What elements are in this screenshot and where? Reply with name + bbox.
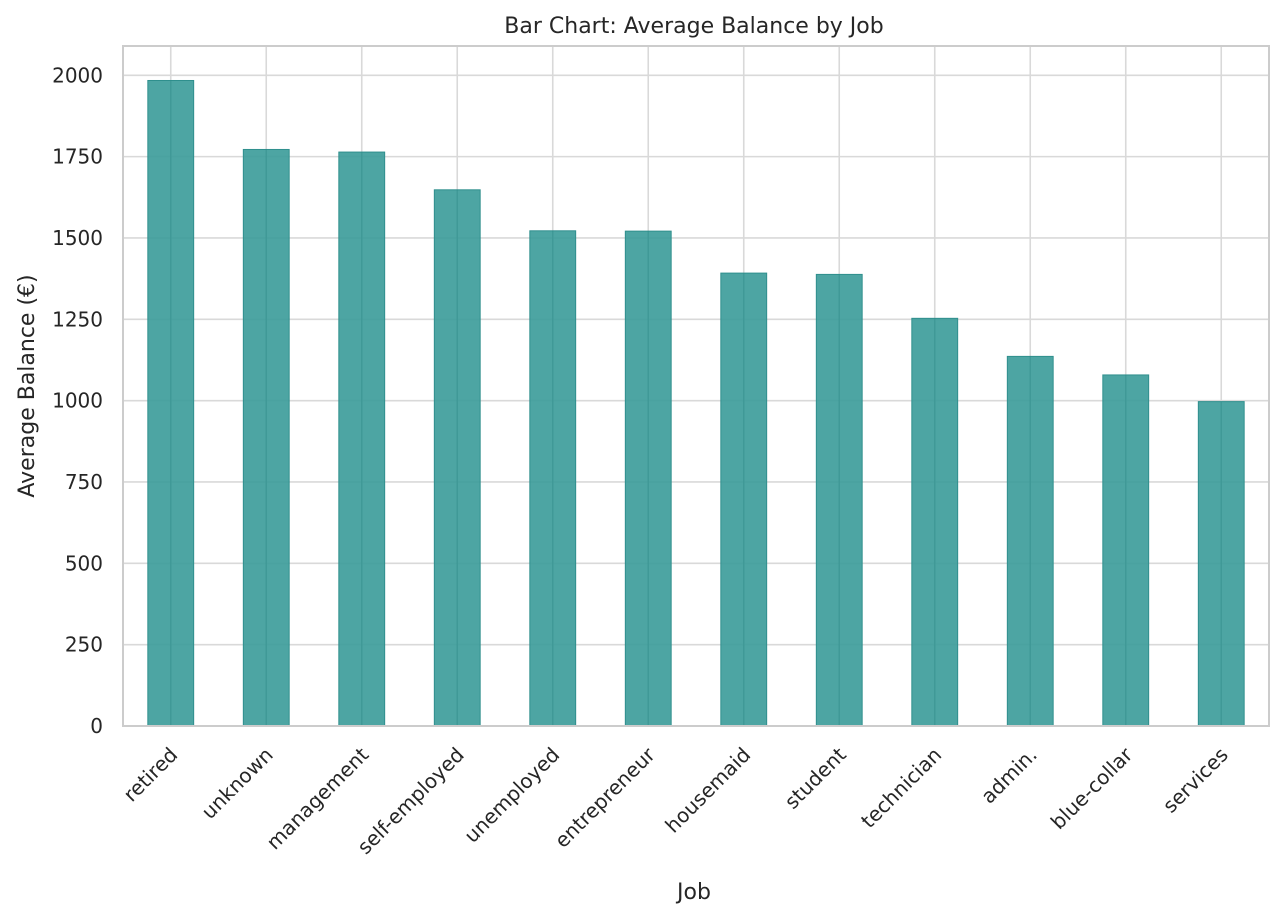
bar-entrepreneur [624,230,672,727]
y-axis-title: Average Balance (€) [15,274,40,497]
x-axis-title: Job [675,880,711,905]
bar-services [1197,401,1245,727]
bar-housemaid [720,272,768,727]
x-tick-label: blue-collar [1046,742,1138,834]
bar-blue-collar [1102,374,1150,727]
x-tick-label: technician [856,743,946,833]
x-tick-label: unknown [197,743,278,824]
x-tick-label: housemaid [660,743,755,838]
plot-frame [122,45,1270,727]
y-tick-label: 0 [90,714,103,738]
y-tick-label: 750 [65,470,103,494]
bar-retired [147,79,195,727]
y-tick-label: 1250 [52,307,103,331]
x-tick-label: services [1158,743,1233,818]
bar-admin [1006,355,1054,727]
y-tick-label: 1750 [52,145,103,169]
y-tick-label: 2000 [52,63,103,87]
bar-unemployed [529,230,577,727]
x-tick-label: retired [118,743,182,807]
chart-title: Bar Chart: Average Balance by Job [504,14,883,39]
y-tick-labels: 0 250 500 750 1000 1250 1500 1750 2000 [52,63,103,738]
bar-management [338,151,386,727]
x-tick-labels: retired unknownmanagementself-employedune… [118,742,1232,859]
bar-technician [911,317,959,727]
bar-student [815,273,863,727]
x-tick-label: student [780,742,851,813]
bars [147,79,1245,727]
x-tick-label: entrepreneur [550,742,661,853]
y-tick-label: 1000 [52,389,103,413]
x-tick-label: unemployed [459,743,564,848]
y-tick-label: 250 [65,633,103,657]
x-tick-label: admin. [976,743,1042,809]
y-tick-label: 1500 [52,226,103,250]
grid-lines [123,46,1269,727]
y-tick-label: 500 [65,551,103,575]
bar-self-employed [433,189,481,727]
